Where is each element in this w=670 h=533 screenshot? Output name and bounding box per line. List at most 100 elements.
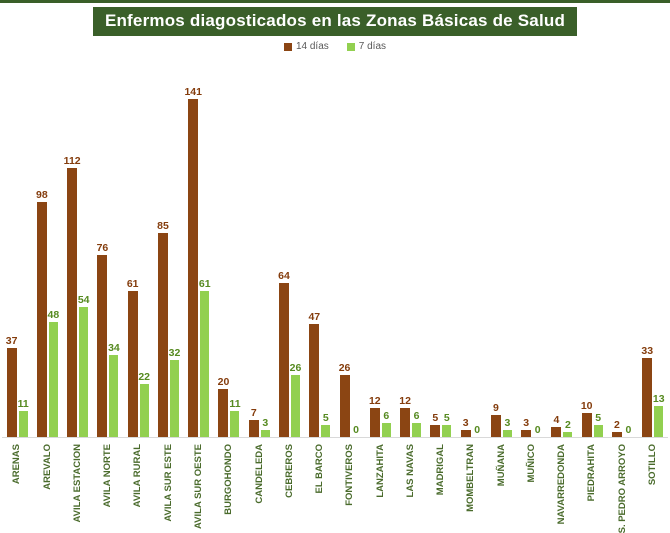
bar-group: 20 11 — [214, 56, 244, 437]
bar-14dias: 26 — [339, 362, 350, 437]
legend-swatch-7dias-icon — [346, 42, 355, 51]
bar-14dias: 33 — [641, 345, 653, 437]
x-axis-label-slot: LANZAHITA — [365, 439, 395, 498]
title-bar: Enfermos diagosticados en las Zonas Bási… — [0, 7, 670, 36]
bar-chart: 37 11 98 48 112 54 76 34 61 22 85 32 141 61 20 11 7 3 64 26… — [2, 56, 668, 533]
bar-value-label: 61 — [198, 277, 211, 290]
x-axis-label: CANDELEDA — [253, 444, 265, 504]
legend-item-7dias: 7 días — [346, 41, 387, 52]
x-axis-label-slot: CEBREROS — [274, 439, 304, 498]
bar-value-label: 10 — [580, 399, 593, 412]
bar-14dias: 64 — [278, 270, 290, 437]
bar-7dias: 61 — [199, 278, 211, 437]
bar-value-label: 54 — [77, 293, 90, 306]
bar-value-label: 20 — [217, 375, 230, 388]
bar-value-label: 85 — [157, 219, 169, 232]
x-axis-label: S. PEDRO ARROYO — [616, 444, 628, 533]
bar-group: 141 61 — [184, 56, 214, 437]
bar-value-label: 33 — [641, 344, 654, 357]
bar-value-label: 3 — [262, 416, 269, 429]
bar-group: 112 54 — [63, 56, 93, 437]
bar-14dias: 4 — [551, 414, 562, 437]
bar-value-label: 37 — [5, 334, 18, 347]
x-axis-label-slot: MUÑANA — [486, 439, 516, 486]
bar-7dias: 34 — [108, 342, 120, 437]
bar-7dias: 6 — [412, 410, 422, 437]
bar-14dias: 76 — [97, 242, 108, 437]
x-axis-label: AVILA SUR ESTE — [162, 444, 174, 522]
bar-value-label: 98 — [36, 188, 48, 201]
x-axis-label-slot: AREVALO — [32, 439, 62, 490]
bar-value-label: 76 — [96, 241, 109, 254]
bar-value-label: 0 — [534, 423, 541, 436]
x-axis-label-slot: LAS NAVAS — [395, 439, 425, 497]
x-axis-label: AVILA SUR OESTE — [192, 444, 204, 529]
bar-14dias: 9 — [490, 402, 501, 437]
bar-value-label: 112 — [63, 154, 81, 167]
bar-7dias: 3 — [260, 417, 270, 437]
bar-value-label: 6 — [413, 409, 420, 422]
bar-14dias: 7 — [248, 407, 259, 437]
bar-14dias: 10 — [581, 400, 593, 437]
bar-group: 64 26 — [274, 56, 304, 437]
legend-item-14dias: 14 días — [283, 41, 329, 52]
bar-value-label: 0 — [353, 423, 359, 436]
bar-14dias: 2 — [611, 419, 622, 437]
bar-value-label: 26 — [289, 361, 302, 374]
x-axis-label-slot: S. PEDRO ARROYO — [607, 439, 637, 533]
bar-value-label: 47 — [308, 310, 321, 323]
bar-group: 47 5 — [305, 56, 335, 437]
x-axis-label-slot: ARENAS — [2, 439, 32, 484]
bar-value-label: 2 — [614, 418, 620, 431]
bar-value-label: 3 — [523, 416, 530, 429]
x-axis-label: LAS NAVAS — [404, 444, 416, 498]
x-axis-label: AVILA RURAL — [132, 444, 144, 508]
bar-7dias: 22 — [138, 371, 150, 437]
x-axis-label: PIEDRAHITA — [586, 444, 598, 502]
bar-value-label: 5 — [322, 411, 329, 424]
bar-group: 98 48 — [32, 56, 62, 437]
x-axis-label-slot: BURGOHONDO — [214, 439, 244, 515]
x-axis-label: SOTILLO — [646, 444, 658, 486]
bar-group: 33 13 — [638, 56, 668, 437]
bar-value-label: 13 — [652, 392, 665, 405]
bar-7dias: 3 — [502, 417, 512, 437]
bar-14dias: 3 — [521, 417, 532, 437]
bar-value-label: 26 — [338, 361, 351, 374]
x-axis-label: EL BARCO — [314, 444, 326, 494]
x-axis-label: AREVALO — [41, 444, 53, 490]
bar-14dias: 141 — [184, 86, 202, 437]
bar-7dias: 5 — [442, 412, 452, 437]
bar-value-label: 3 — [504, 416, 511, 429]
bar-value-label: 12 — [399, 394, 411, 407]
bar-7dias: 26 — [290, 362, 301, 437]
bar-group: 37 11 — [2, 56, 32, 437]
bar-14dias: 61 — [127, 278, 139, 437]
bar-14dias: 5 — [430, 412, 441, 437]
x-axis-label: MADRIGAL — [435, 444, 447, 496]
bar-14dias: 98 — [36, 189, 48, 437]
bar-group: 12 6 — [365, 56, 395, 437]
bar-7dias: 13 — [653, 393, 665, 437]
legend-label-7dias: 7 días — [358, 41, 387, 52]
bar-group: 12 6 — [395, 56, 425, 437]
legend-swatch-14dias-icon — [283, 42, 292, 51]
bar-value-label: 48 — [47, 308, 60, 321]
bar-group: 26 0 — [335, 56, 365, 437]
bar-value-label: 2 — [564, 418, 571, 431]
bar-value-label: 12 — [368, 394, 381, 407]
x-axis-label: FONTIVEROS — [344, 444, 356, 506]
x-axis-label-slot: AVILA ESTACION — [63, 439, 93, 522]
x-axis-label-slot: NAVARREDONDA — [547, 439, 577, 524]
bar-14dias: 85 — [157, 220, 169, 437]
top-accent-line — [0, 0, 670, 3]
bar-14dias: 20 — [218, 376, 229, 437]
plot-area: 37 11 98 48 112 54 76 34 61 22 85 32 141 61 20 11 7 3 64 26… — [2, 56, 668, 438]
bar-group: 76 34 — [93, 56, 123, 437]
bar-7dias: 32 — [169, 347, 180, 437]
